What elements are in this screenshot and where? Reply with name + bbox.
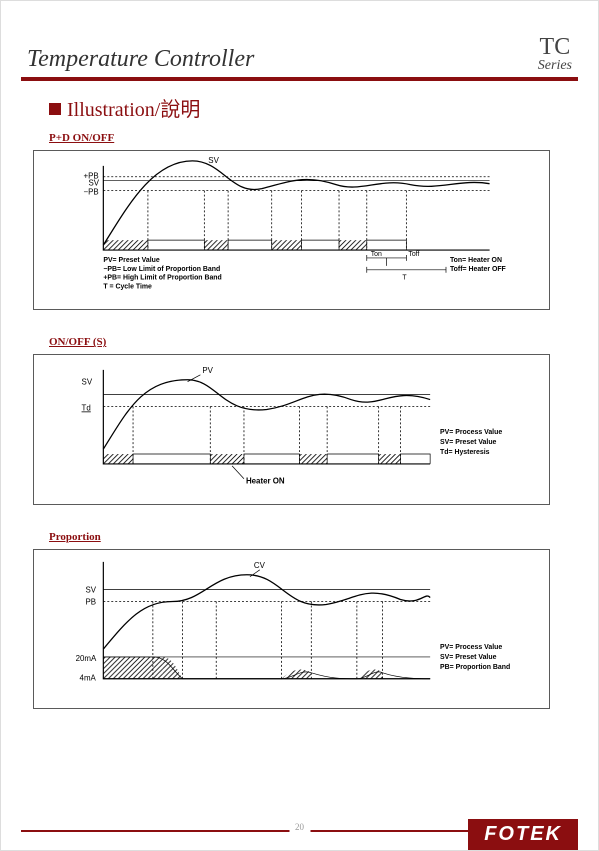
fig1-svg: +PB SV −PB SV Ton Toff T PV= Preset Valu… bbox=[34, 151, 549, 309]
header: Temperature Controller TC Series bbox=[21, 35, 578, 73]
page-number: 20 bbox=[289, 822, 310, 832]
fig3-cv: CV bbox=[254, 561, 266, 570]
fig1-leg-l3: +PB= High Limit of Proportion Band bbox=[103, 275, 221, 282]
fig2-sv: SV bbox=[82, 378, 93, 387]
fig1-leg-r2: Toff= Heater OFF bbox=[450, 266, 506, 273]
fig1-leg-l2: −PB= Low Limit of Proportion Band bbox=[103, 266, 220, 273]
fig3-lo: 4mA bbox=[80, 674, 97, 683]
fig3-hi: 20mA bbox=[76, 654, 97, 663]
fig1-sv: SV bbox=[88, 179, 99, 188]
fig2-box: PV SV Td Heat bbox=[33, 354, 550, 505]
section-sublabel: /說明 bbox=[155, 99, 201, 121]
fig2-pv: PV bbox=[202, 366, 213, 375]
fig3-box: CV SV PB bbox=[33, 549, 550, 709]
fig3-leg-l3: PB= Proportion Band bbox=[440, 664, 510, 671]
fig1-leg-l4: T = Cycle Time bbox=[103, 284, 152, 291]
fig1-box: +PB SV −PB SV Ton Toff T PV= Preset Valu… bbox=[33, 150, 550, 310]
footer: 20 FOTEK bbox=[1, 816, 598, 850]
brand-logo: FOTEK bbox=[468, 819, 578, 850]
fig2-leg-l1: PV= Process Value bbox=[440, 430, 502, 437]
fig3-leg-l1: PV= Process Value bbox=[440, 644, 502, 651]
fig3-leg-l2: SV= Preset Value bbox=[440, 654, 497, 661]
fig3-heading: Proportion bbox=[49, 531, 578, 543]
fig3-sv: SV bbox=[86, 586, 97, 595]
series-badge: TC Series bbox=[538, 35, 572, 73]
fig2-leg-l2: SV= Preset Value bbox=[440, 440, 497, 447]
bullet-icon bbox=[49, 103, 61, 115]
section-label: Illustration bbox=[67, 99, 155, 121]
fig1-leg-l1: PV= Preset Value bbox=[103, 257, 160, 264]
section-title: Illustration/說明 bbox=[49, 93, 578, 122]
fig3-pb: PB bbox=[86, 597, 97, 606]
fig2-td: Td bbox=[82, 404, 91, 413]
fig1-leg-r1: Ton= Heater ON bbox=[450, 257, 502, 264]
fig2-svg: PV SV Td Heat bbox=[34, 355, 549, 504]
header-rule bbox=[21, 77, 578, 81]
fig2-leg-l3: Td= Hysteresis bbox=[440, 449, 490, 456]
fig3-svg: CV SV PB bbox=[34, 550, 549, 708]
page-title: Temperature Controller bbox=[27, 46, 254, 73]
fig2-heading: ON/OFF (S) bbox=[49, 336, 578, 348]
series-code: TC bbox=[538, 35, 572, 59]
page: Temperature Controller TC Series Illustr… bbox=[0, 0, 599, 851]
fig1-heading: P+D ON/OFF bbox=[49, 132, 578, 144]
fig1-svTop: SV bbox=[208, 156, 219, 165]
fig1-Toff: Toff bbox=[408, 251, 419, 258]
fig1-Ton: Ton bbox=[371, 251, 382, 258]
fig1-minusPB: −PB bbox=[84, 188, 99, 197]
series-label: Series bbox=[538, 59, 572, 73]
fig2-heaterOn: Heater ON bbox=[246, 477, 285, 486]
fig1-T: T bbox=[402, 275, 407, 282]
